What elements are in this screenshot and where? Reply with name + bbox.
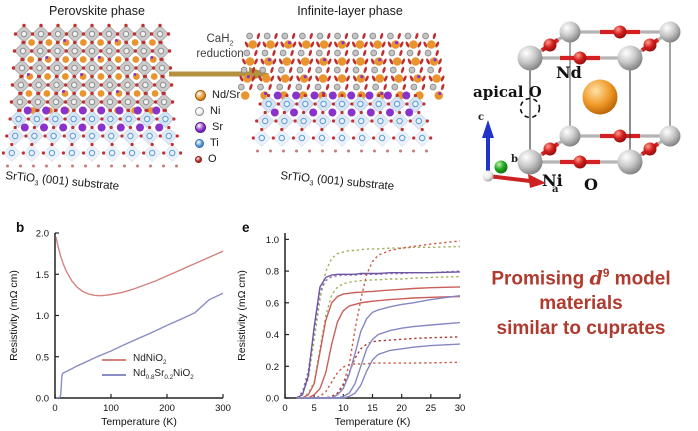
svg-text:b: b <box>511 154 518 165</box>
svg-text:0: 0 <box>52 403 57 414</box>
svg-text:30: 30 <box>455 403 466 414</box>
resistivity-chart-b: 0 100 200 300 0.0 0.5 1.0 1.5 2.0 Temperature (K)… <box>8 229 231 429</box>
reduction-arrow-icon <box>169 67 270 82</box>
svg-text:1.0: 1.0 <box>36 311 49 322</box>
svg-text:0.2: 0.2 <box>266 362 279 373</box>
svg-text:0.0: 0.0 <box>36 394 49 405</box>
atom-dot-icon <box>195 106 204 116</box>
legend-line-swatch <box>102 358 126 361</box>
panel-letter-e: e <box>242 220 250 235</box>
atom-dot-icon <box>195 138 204 148</box>
svg-text:10: 10 <box>338 403 349 414</box>
svg-text:1.5: 1.5 <box>36 270 49 281</box>
legend-series-name: NdNiO2 <box>133 353 167 366</box>
svg-text:15: 15 <box>367 403 378 414</box>
legend-item-ndsr: Nd/Sr <box>195 89 273 101</box>
perovskite-panel: Perovskite phase SrTiO3 (001) substrate <box>2 4 192 193</box>
infinite-layer-panel: Infinite-layer phase SrTiO3 (001) substr… <box>237 4 463 193</box>
annotation-text: Promising d9 model materials similar to cu… <box>491 267 671 339</box>
svg-text:0: 0 <box>282 403 287 414</box>
reaction-word: reduction <box>196 47 244 60</box>
atom-label: O <box>208 153 217 166</box>
perovskite-title: Perovskite phase <box>49 4 145 18</box>
unit-cell-image: apical O Nd Ni Oc b a <box>473 21 681 195</box>
svg-text:5: 5 <box>312 403 317 414</box>
atom-dot-icon <box>195 155 202 163</box>
atom-legend: Nd/Sr Ni Sr Ti O <box>167 89 273 165</box>
atom-label: Sr <box>212 121 223 134</box>
atom-label: Ni <box>210 105 221 118</box>
svg-text:100: 100 <box>103 403 119 414</box>
perovskite-structure-image <box>2 23 182 168</box>
chart-legend-b: NdNiO2 Nd0.8Sr0.2NiO2 <box>102 352 194 382</box>
svg-text:Resistivity (mΩ cm): Resistivity (mΩ cm) <box>236 270 248 361</box>
legend-row: NdNiO2 <box>102 352 194 367</box>
svg-text:0.8: 0.8 <box>266 267 279 278</box>
svg-text:0.6: 0.6 <box>266 298 279 309</box>
legend-row: Nd0.8Sr0.2NiO2 <box>102 367 194 382</box>
svg-text:1.0: 1.0 <box>266 235 279 246</box>
svg-text:apical O: apical O <box>473 83 542 101</box>
legend-item-sr: Sr <box>195 121 273 133</box>
atom-dot-icon <box>195 121 206 133</box>
svg-text:c: c <box>478 112 484 123</box>
reaction-formula: CaH2 <box>206 33 234 48</box>
svg-text:Nd: Nd <box>556 63 582 82</box>
panel-letter-b: b <box>16 220 25 235</box>
svg-text:20: 20 <box>396 403 407 414</box>
legend-line-swatch <box>102 373 126 376</box>
resistivity-chart-e: 0 5 10 15 20 25 30 0.0 0.2 0.4 0.6 0.8 1.0 Temperatur… <box>236 233 466 428</box>
svg-text:0.4: 0.4 <box>266 330 279 341</box>
svg-text:Temperature (K): Temperature (K) <box>335 416 411 428</box>
svg-text:300: 300 <box>215 403 231 414</box>
svg-text:Temperature (K): Temperature (K) <box>101 416 177 428</box>
svg-text:Resistivity (mΩ cm): Resistivity (mΩ cm) <box>8 270 20 361</box>
legend-item-ni: Ni <box>195 105 273 117</box>
substrate-label-left: SrTiO3 (001) substrate <box>4 170 120 193</box>
infinite-layer-structure-image <box>237 32 445 153</box>
substrate-label-middle: SrTiO3 (001) substrate <box>279 170 395 193</box>
legend-item-ti: Ti <box>195 137 273 149</box>
chart-panel-b: b 0 100 200 300 0.0 0.5 1.0 1.5 2.0 Temperature (… <box>6 218 242 431</box>
infinite-layer-title: Infinite-layer phase <box>297 4 403 18</box>
svg-text:O: O <box>584 175 598 194</box>
atom-dot-icon <box>195 89 206 101</box>
svg-text:2.0: 2.0 <box>36 229 49 240</box>
legend-series-name: Nd0.8Sr0.2NiO2 <box>133 368 194 381</box>
svg-text:0.5: 0.5 <box>36 352 49 363</box>
legend-item-o: O <box>195 153 273 165</box>
atom-label: Nd/Sr <box>212 89 241 102</box>
svg-text:a: a <box>552 184 559 195</box>
svg-text:200: 200 <box>159 403 175 414</box>
svg-text:Ni: Ni <box>542 171 563 190</box>
svg-text:0.0: 0.0 <box>266 394 279 405</box>
chart-panel-e: e 0 5 10 15 20 25 30 0.0 0.2 0.4 0.6 0.8 1.0 Temperat… <box>234 218 470 431</box>
svg-text:25: 25 <box>426 403 437 414</box>
reaction-block: CaH2 reduction Nd/Sr Ni Sr Ti O <box>167 33 273 169</box>
atom-label: Ti <box>210 137 219 150</box>
